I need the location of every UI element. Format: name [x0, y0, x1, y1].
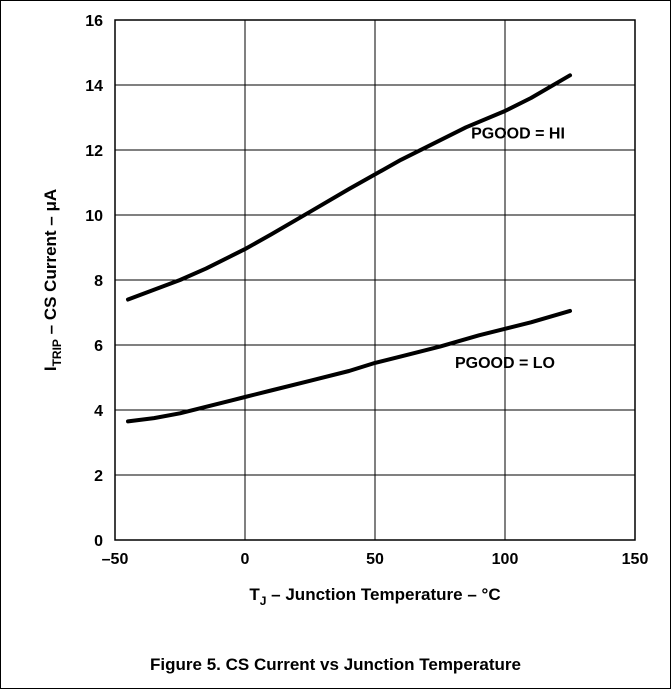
- y-tick-label: 2: [94, 468, 103, 485]
- x-tick-label: 100: [492, 551, 519, 568]
- series-line: [126, 308, 572, 424]
- y-tick-label: 6: [94, 338, 103, 355]
- y-tick-label: 16: [85, 13, 103, 30]
- series-label: PGOOD = LO: [455, 355, 555, 372]
- x-tick-label: 0: [241, 551, 250, 568]
- x-tick-label: –50: [102, 551, 129, 568]
- grid: [114, 19, 636, 541]
- figure-caption: Figure 5. CS Current vs Junction Tempera…: [150, 655, 521, 674]
- plot-border: [114, 19, 636, 541]
- x-axis-label: TJ – Junction Temperature – °C: [249, 585, 500, 608]
- y-tick-label: 0: [94, 533, 103, 550]
- y-tick-label: 12: [85, 143, 103, 160]
- series-lines: [126, 73, 572, 424]
- series-label: PGOOD = HI: [471, 126, 565, 143]
- y-tick-label: 4: [94, 403, 103, 420]
- x-tick-labels: –50 0 50 100 150: [102, 551, 649, 568]
- x-tick-label: 150: [622, 551, 649, 568]
- series-line: [126, 73, 572, 302]
- series-labels: PGOOD = HI PGOOD = LO: [455, 126, 565, 372]
- x-tick-label: 50: [366, 551, 384, 568]
- y-tick-label: 8: [94, 273, 103, 290]
- y-tick-labels: 0 2 4 6 8 10 12 14 16: [85, 13, 103, 550]
- y-tick-label: 10: [85, 208, 103, 225]
- y-tick-label: 14: [85, 78, 103, 95]
- y-axis-label: ITRIP – CS Current – μA: [41, 189, 64, 371]
